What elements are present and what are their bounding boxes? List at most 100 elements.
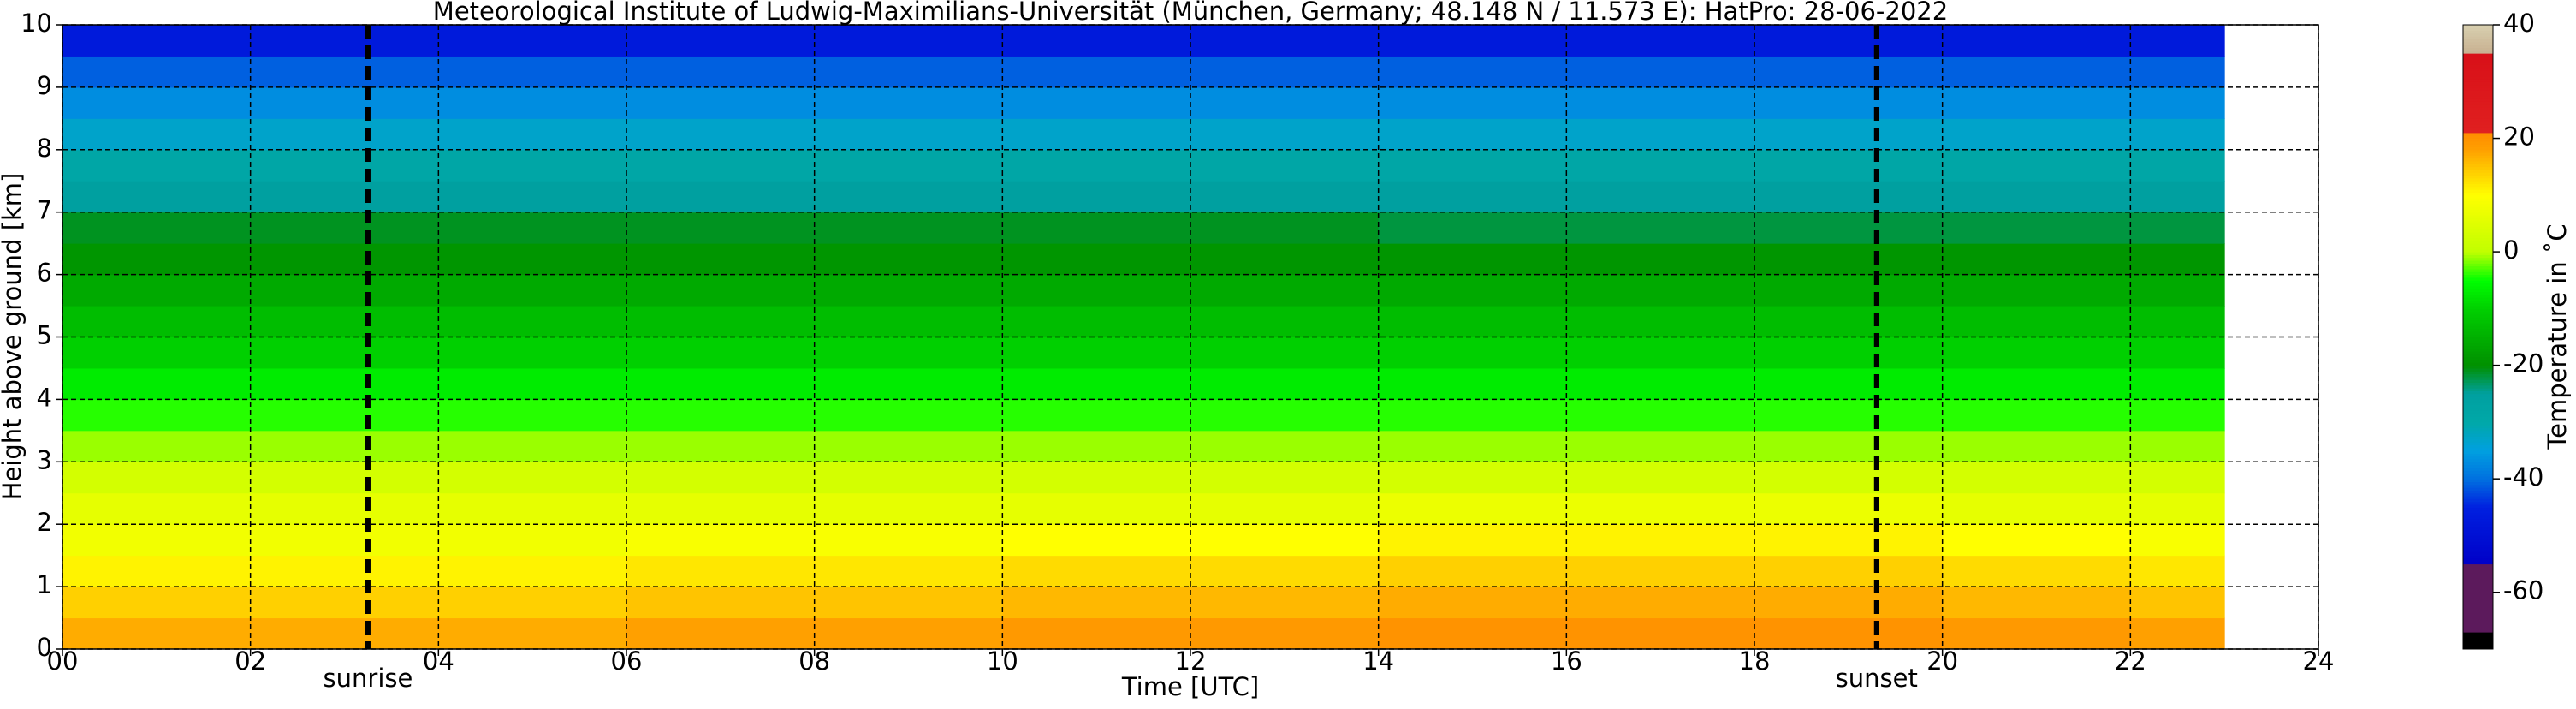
heatmap-cell — [250, 399, 439, 432]
colorbar-segment — [2463, 356, 2493, 360]
heatmap-cell — [1002, 337, 1191, 369]
heatmap-cell — [62, 243, 252, 276]
heatmap-cell — [438, 462, 627, 494]
heatmap-cell — [1002, 56, 1191, 88]
heatmap-cell — [1942, 25, 2131, 57]
heatmap-cell — [1942, 149, 2131, 182]
heatmap-cell — [814, 25, 1003, 57]
heatmap-cell — [814, 56, 1003, 88]
colorbar-segment — [2463, 107, 2493, 110]
colorbar-segment — [2463, 569, 2493, 574]
heatmap-cell — [1378, 587, 1567, 619]
heatmap-cell — [814, 462, 1003, 494]
heatmap-cell — [1566, 212, 1755, 244]
colorbar-segment — [2463, 235, 2493, 239]
colorbar-segment — [2463, 623, 2493, 627]
heatmap-cell — [626, 430, 816, 462]
colorbar-segment — [2463, 462, 2493, 466]
heatmap-cell — [1942, 524, 2131, 557]
colorbar-segment — [2463, 70, 2493, 74]
x-tick-label: 04 — [423, 646, 454, 676]
heatmap-cell — [1942, 617, 2131, 650]
colorbar-segment — [2463, 81, 2493, 86]
heatmap-cell — [1566, 306, 1755, 337]
colorbar-segment — [2463, 289, 2493, 292]
heatmap-cell — [62, 274, 252, 307]
heatmap-cell — [626, 212, 816, 244]
heatmap-cell — [1190, 430, 1380, 462]
colorbar-segment — [2463, 302, 2493, 307]
colorbar-segment — [2463, 223, 2493, 227]
heatmap-cell — [1190, 306, 1380, 337]
heatmap-cell — [2130, 181, 2225, 213]
colorbar-segment — [2463, 527, 2493, 531]
colorbar-segment — [2463, 280, 2493, 284]
colorbar-segment — [2463, 496, 2493, 499]
y-tick-label: 2 — [37, 508, 52, 537]
heatmap-cell — [1566, 86, 1755, 119]
heatmap-cell — [1754, 587, 1944, 619]
colorbar-segment — [2463, 149, 2493, 153]
heatmap-cell — [62, 149, 252, 182]
heatmap-cell — [250, 86, 439, 119]
colorbar-segment — [2463, 382, 2493, 386]
heatmap-cell — [1942, 555, 2131, 587]
y-tick-label: 10 — [21, 9, 52, 38]
heatmap-cell — [1566, 243, 1755, 276]
event-label: sunrise — [323, 664, 413, 693]
heatmap-cell — [626, 181, 816, 213]
event-label: sunset — [1836, 664, 1918, 693]
heatmap-cell — [1942, 274, 2131, 307]
colorbar-segment — [2463, 166, 2493, 170]
colorbar-segment — [2463, 92, 2493, 97]
heatmap-cell — [814, 306, 1003, 337]
x-tick-label: 12 — [1175, 646, 1207, 676]
colorbar-segment — [2463, 39, 2493, 43]
heatmap-cell — [1566, 56, 1755, 88]
heatmap-cell — [2130, 462, 2225, 494]
heatmap-cell — [626, 587, 816, 619]
heatmap-cell — [438, 149, 627, 182]
colorbar-segment — [2463, 470, 2493, 474]
colorbar-segment — [2463, 146, 2493, 151]
colorbar-segment — [2463, 257, 2493, 261]
heatmap-cell — [1754, 337, 1944, 369]
heatmap-cell — [62, 399, 252, 432]
colorbar-segment — [2463, 646, 2493, 650]
heatmap-cell — [1754, 181, 1944, 213]
colorbar-segment — [2463, 600, 2493, 605]
colorbar-segment — [2463, 300, 2493, 304]
colorbar-segment — [2463, 557, 2493, 562]
heatmap-cell — [1378, 462, 1567, 494]
chart-title: Meteorological Institute of Ludwig-Maxim… — [433, 0, 1948, 26]
heatmap-cell — [1566, 399, 1755, 432]
heatmap-cell — [1002, 587, 1191, 619]
heatmap-cell — [250, 617, 439, 650]
colorbar-segment — [2463, 62, 2493, 65]
heatmap-cell — [1378, 367, 1567, 400]
heatmap-cell — [814, 492, 1003, 525]
colorbar-segment — [2463, 231, 2493, 235]
x-tick-label: 02 — [234, 646, 266, 676]
colorbar-segment — [2463, 78, 2493, 82]
colorbar-segment — [2463, 640, 2493, 644]
colorbar-segment — [2463, 237, 2493, 241]
colorbar-segment — [2463, 566, 2493, 570]
colorbar-segment — [2463, 243, 2493, 247]
colorbar-segment — [2463, 609, 2493, 613]
colorbar-segment — [2463, 345, 2493, 349]
colorbar-segment — [2463, 226, 2493, 230]
heatmap-cell — [1942, 430, 2131, 462]
heatmap-cell — [1378, 399, 1567, 432]
colorbar-segment — [2463, 427, 2493, 432]
colorbar-segment — [2463, 484, 2493, 488]
heatmap-cell — [1002, 524, 1191, 557]
heatmap-cell — [1754, 306, 1944, 337]
colorbar-segment — [2463, 169, 2493, 173]
colorbar-segment — [2463, 371, 2493, 375]
colorbar-segment — [2463, 521, 2493, 525]
heatmap-cell — [1754, 56, 1944, 88]
colorbar-segment — [2463, 265, 2493, 270]
colorbar-segment — [2463, 384, 2493, 389]
